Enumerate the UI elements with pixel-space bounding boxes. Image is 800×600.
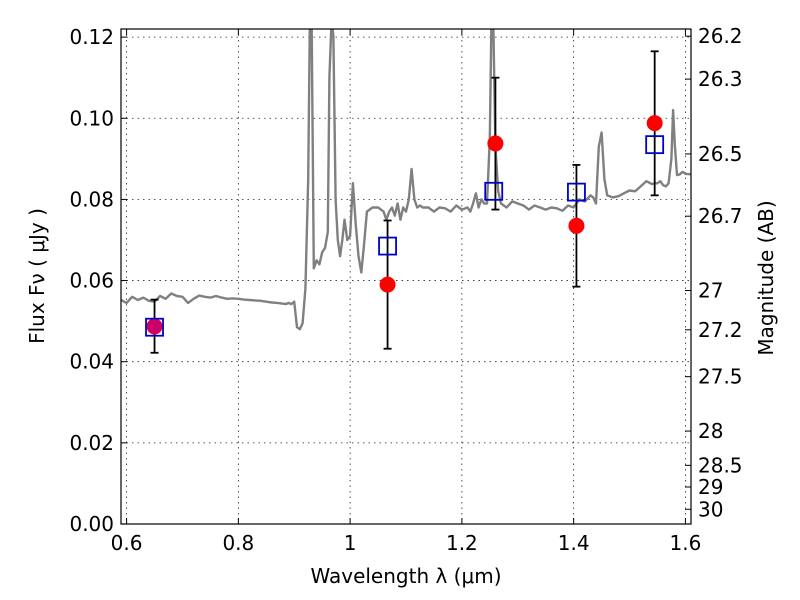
x-tick-label: 0.8 — [222, 531, 254, 555]
model-point — [378, 236, 397, 256]
axes: 0.6 0.8 1 1.2 1.4 1.6 0.00 0.02 0.04 0.06 0.08 0.10… — [69, 24, 742, 555]
y-tick-label: 0.06 — [69, 269, 114, 293]
y-axis-label: Flux Fν ( μJy ) — [25, 208, 49, 344]
mag-tick-label: 27 — [698, 279, 723, 303]
mag-tick-label: 26.7 — [698, 204, 743, 228]
x-tick-label: 1 — [344, 531, 357, 555]
model-point — [567, 182, 586, 202]
mag-tick-label: 28.5 — [698, 453, 743, 477]
observed-point — [646, 115, 663, 132]
observed-point — [487, 135, 504, 152]
mag-tick-label: 30 — [698, 497, 723, 521]
mag-tick-label: 27.5 — [698, 365, 743, 389]
x-tick-label: 1.6 — [670, 531, 702, 555]
model-point — [145, 317, 164, 337]
observed-point — [568, 217, 585, 234]
model-point — [484, 181, 504, 201]
x-axis-label: Wavelength λ (μm) — [310, 564, 501, 588]
mag-tick-label: 26.2 — [698, 24, 743, 48]
plot-area — [121, 29, 691, 331]
mag-tick-label: 28 — [698, 419, 723, 443]
model-point — [645, 135, 665, 155]
y-tick-label: 0.08 — [69, 187, 114, 211]
mag-tick-label: 27.2 — [698, 318, 743, 342]
y-tick-label: 0.00 — [69, 512, 114, 536]
x-tick-label: 1.4 — [558, 531, 590, 555]
mag-tick-label: 26.3 — [698, 67, 743, 91]
spectrum-line — [121, 29, 691, 331]
mag-tick-label: 29 — [698, 475, 723, 499]
observed-point — [379, 276, 396, 293]
y-tick-label: 0.04 — [69, 350, 114, 374]
x-tick-label: 1.2 — [446, 531, 478, 555]
grid — [121, 29, 691, 525]
x-tick-label: 0.6 — [111, 531, 143, 555]
markers — [145, 50, 665, 354]
mag-tick-label: 26.5 — [698, 142, 743, 166]
y-tick-label: 0.10 — [69, 106, 114, 130]
y-tick-label: 0.12 — [69, 25, 114, 49]
right-axis-label: Magnitude (AB) — [754, 200, 778, 355]
y-tick-label: 0.02 — [69, 431, 114, 455]
plot-frame — [120, 28, 692, 525]
overlap-point — [147, 318, 163, 334]
